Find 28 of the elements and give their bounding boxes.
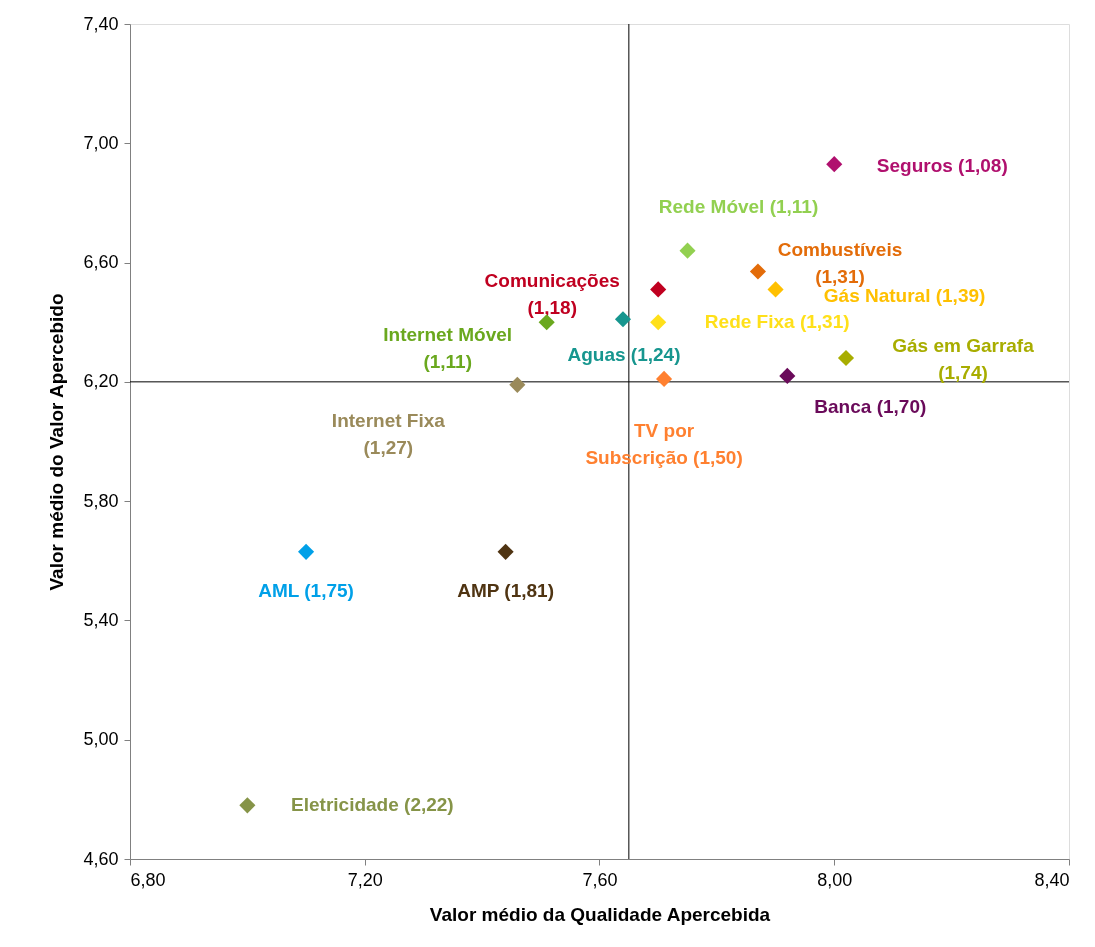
y-tick-label: 7,00 bbox=[83, 132, 119, 153]
x-axis-title: Valor médio da Qualidade Apercebida bbox=[429, 903, 771, 925]
y-tick-label: 5,00 bbox=[83, 729, 119, 750]
text: Internet Fixa (1,27) bbox=[331, 409, 446, 458]
series-label: AMP (1,81) bbox=[457, 579, 554, 601]
series-label: Banca (1,70) bbox=[814, 395, 927, 417]
series-label: Seguros (1,08) bbox=[876, 155, 1008, 177]
text: Gás em Garrafa (1,74) bbox=[892, 335, 1035, 383]
y-tick-label: 6,20 bbox=[83, 371, 119, 392]
y-tick-label: 6,60 bbox=[83, 252, 119, 273]
y-tick-label: 4,60 bbox=[83, 848, 119, 869]
x-tick-label: 8,00 bbox=[817, 869, 853, 890]
text: Rede Fixa (1,31) bbox=[704, 311, 850, 333]
x-tick-label: 6,80 bbox=[130, 869, 166, 890]
series-label: Combustíveis (1,31) bbox=[777, 238, 903, 287]
y-tick-label: 5,80 bbox=[83, 490, 119, 511]
y-tick-label: 5,40 bbox=[83, 609, 119, 630]
y-tick-label: 7,40 bbox=[83, 13, 119, 34]
y-axis-title: Valor médio do Valor Apercebido bbox=[46, 293, 68, 591]
series-label: Aguas (1,24) bbox=[567, 344, 681, 366]
series-label: Eletricidade (2,22) bbox=[291, 794, 454, 816]
series-label: AML (1,75) bbox=[258, 579, 354, 601]
text: Rede Móvel (1,11) bbox=[658, 195, 819, 217]
series-label: Comunicações (1,18) bbox=[484, 270, 620, 319]
series-label: Internet Móvel (1,11) bbox=[383, 324, 513, 373]
x-tick-label: 8,40 bbox=[1034, 869, 1070, 890]
x-tick-label: 7,60 bbox=[582, 869, 618, 890]
x-tick-label: 7,20 bbox=[347, 869, 383, 890]
